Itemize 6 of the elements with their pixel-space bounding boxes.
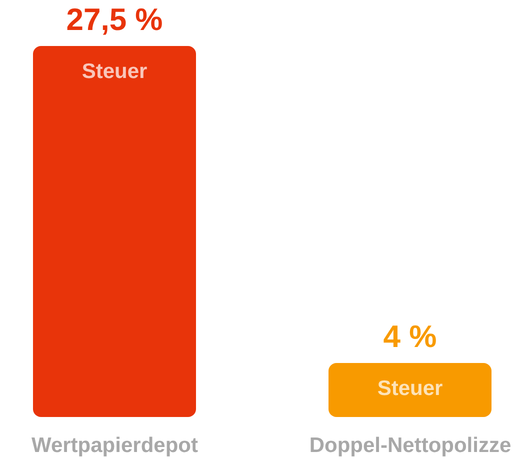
data-label: 4 % — [383, 319, 437, 354]
x-tick-label: Doppel-Nettopolizze — [309, 434, 512, 457]
series-label: Steuer — [82, 60, 148, 83]
text: Steuer — [377, 377, 443, 400]
x-tick-label: Wertpapierdepot — [32, 434, 198, 457]
data-label: 27,5 % — [66, 2, 163, 37]
